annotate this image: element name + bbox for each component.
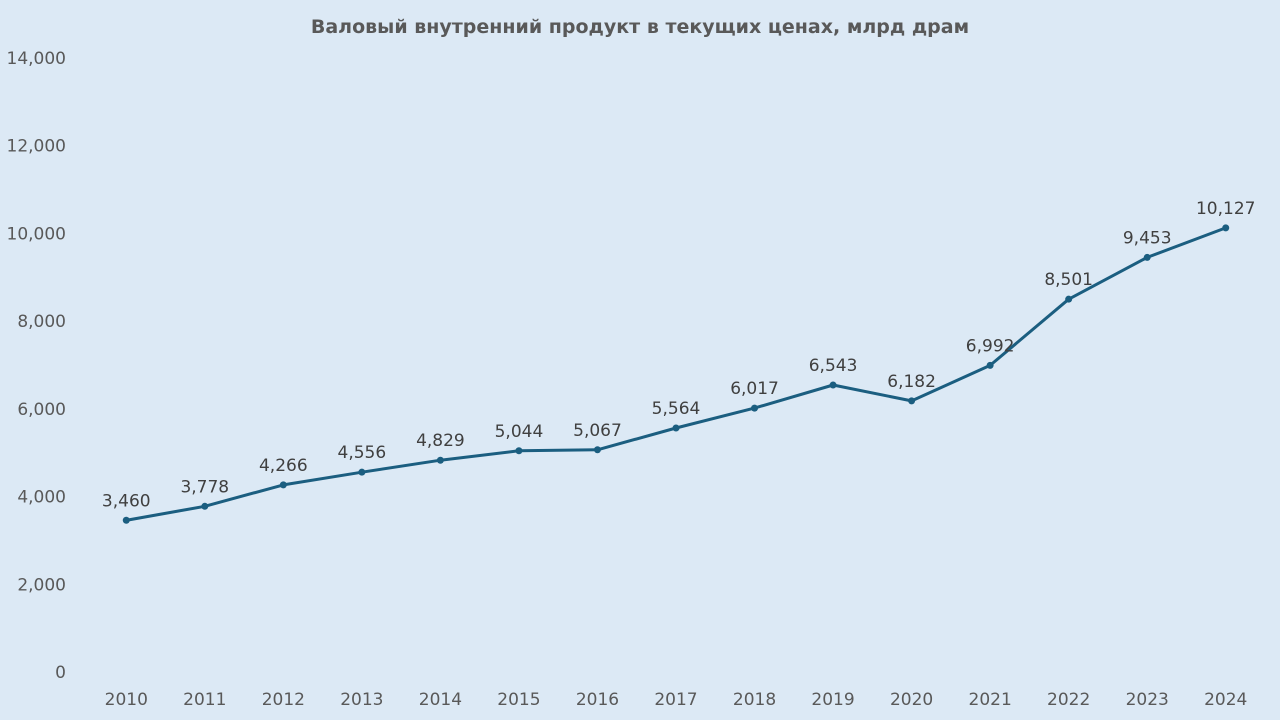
data-point — [122, 516, 130, 524]
data-label: 3,778 — [180, 477, 229, 497]
data-label: 9,453 — [1123, 228, 1172, 248]
data-point — [751, 404, 759, 412]
y-tick-label: 2,000 — [17, 575, 66, 595]
x-tick-label: 2023 — [1126, 690, 1169, 710]
y-tick-label: 4,000 — [17, 488, 66, 508]
data-point — [593, 446, 601, 454]
x-axis: 2010 2011 2012 2013 2014 2015 2016 2017 2018 2019… — [105, 690, 1248, 710]
data-point — [986, 361, 994, 369]
data-point — [358, 468, 366, 476]
data-point — [436, 456, 444, 464]
y-tick-label: 6,000 — [17, 400, 66, 420]
data-label: 4,266 — [259, 456, 308, 476]
y-tick-label: 14,000 — [7, 49, 66, 69]
y-tick-label: 8,000 — [17, 312, 66, 332]
data-labels: 3,460 3,778 4,266 4,556 4,829 5,044 5,067 5,564… — [102, 199, 1256, 511]
data-label: 6,992 — [966, 336, 1015, 356]
data-label: 5,067 — [573, 421, 622, 441]
data-point — [672, 424, 680, 432]
data-point — [829, 381, 837, 389]
data-label: 4,556 — [338, 443, 387, 463]
x-tick-label: 2015 — [497, 690, 540, 710]
x-tick-label: 2013 — [340, 690, 383, 710]
data-label: 6,017 — [730, 379, 779, 399]
data-label: 3,460 — [102, 491, 151, 511]
data-point — [515, 447, 523, 455]
data-label: 8,501 — [1044, 270, 1093, 290]
data-point — [1143, 253, 1151, 261]
data-label: 5,564 — [652, 399, 701, 419]
x-tick-label: 2021 — [969, 690, 1012, 710]
data-point — [1222, 224, 1230, 232]
x-tick-label: 2012 — [262, 690, 305, 710]
x-tick-label: 2024 — [1204, 690, 1247, 710]
x-tick-label: 2016 — [576, 690, 619, 710]
data-markers — [122, 224, 1230, 524]
data-point — [201, 502, 209, 510]
x-tick-label: 2022 — [1047, 690, 1090, 710]
x-tick-label: 2020 — [890, 690, 933, 710]
chart-title: Валовый внутренний продукт в текущих цен… — [311, 16, 969, 38]
data-label: 4,829 — [416, 431, 465, 451]
x-tick-label: 2010 — [105, 690, 148, 710]
x-tick-label: 2014 — [419, 690, 462, 710]
y-axis: 0 2,000 4,000 6,000 8,000 10,000 12,000 14,000 — [7, 49, 66, 683]
data-label: 6,543 — [809, 356, 858, 376]
y-tick-label: 10,000 — [7, 224, 66, 244]
x-tick-label: 2017 — [654, 690, 697, 710]
data-point — [908, 397, 916, 405]
y-tick-label: 12,000 — [7, 137, 66, 157]
data-label: 5,044 — [495, 422, 544, 442]
x-tick-label: 2019 — [811, 690, 854, 710]
data-point — [279, 481, 287, 489]
y-tick-label: 0 — [55, 663, 66, 683]
x-tick-label: 2018 — [733, 690, 776, 710]
data-label: 6,182 — [887, 372, 936, 392]
x-tick-label: 2011 — [183, 690, 226, 710]
data-label: 10,127 — [1196, 199, 1255, 219]
data-point — [1065, 295, 1073, 303]
